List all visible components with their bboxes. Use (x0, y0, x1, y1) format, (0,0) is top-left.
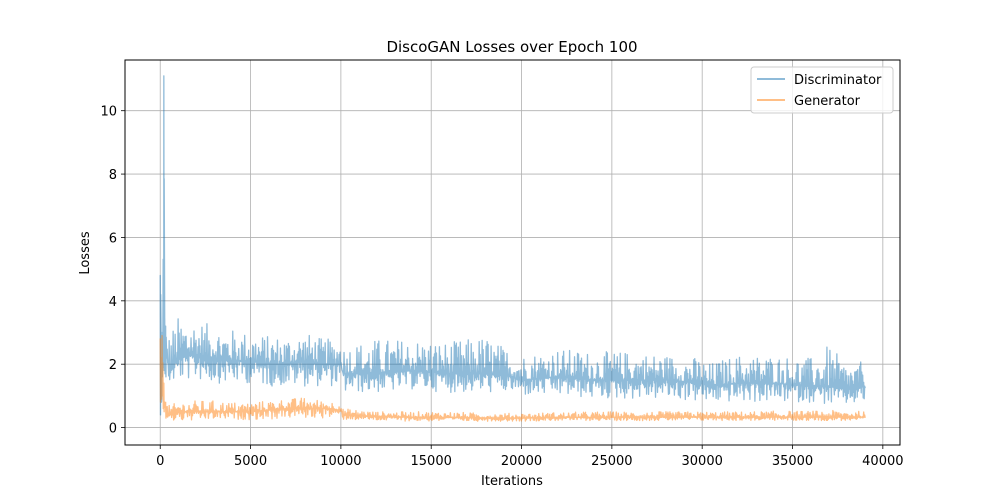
x-tick-label: 10000 (320, 454, 361, 469)
x-tick-label: 5000 (234, 454, 267, 469)
x-tick-label: 20000 (501, 454, 542, 469)
series-line-generator (159, 335, 866, 422)
legend: Discriminator Generator (750, 66, 894, 114)
y-axis-label: Losses (78, 231, 93, 275)
y-tick-label: 0 (109, 422, 117, 437)
x-tick-label: 0 (156, 454, 164, 469)
x-tick-label: 35000 (772, 454, 813, 469)
x-tick-label: 30000 (682, 454, 723, 469)
axes-frame (124, 59, 901, 446)
y-axis-ticks: 0 2 4 6 8 10 (100, 105, 125, 437)
plot-area: 0 5000 10000 15000 20000 25000 30000 35000 40000… (100, 59, 904, 469)
legend-label-discriminator: Discriminator (794, 73, 882, 88)
y-tick-label: 8 (109, 168, 117, 183)
y-tick-label: 10 (100, 105, 117, 120)
x-axis-ticks: 0 5000 10000 15000 20000 25000 30000 35000 40000 (156, 445, 904, 469)
legend-label-generator: Generator (794, 94, 861, 109)
x-tick-label: 40000 (862, 454, 903, 469)
chart-title: DiscoGAN Losses over Epoch 100 (386, 38, 637, 56)
x-axis-label: Iterations (481, 474, 543, 489)
y-tick-label: 2 (109, 358, 117, 373)
x-tick-label: 15000 (411, 454, 452, 469)
y-tick-label: 4 (109, 295, 117, 310)
series-line-discriminator (159, 75, 866, 416)
series-layer (159, 75, 866, 422)
y-tick-label: 6 (109, 231, 117, 246)
x-tick-label: 25000 (591, 454, 632, 469)
legend-box (750, 66, 894, 114)
